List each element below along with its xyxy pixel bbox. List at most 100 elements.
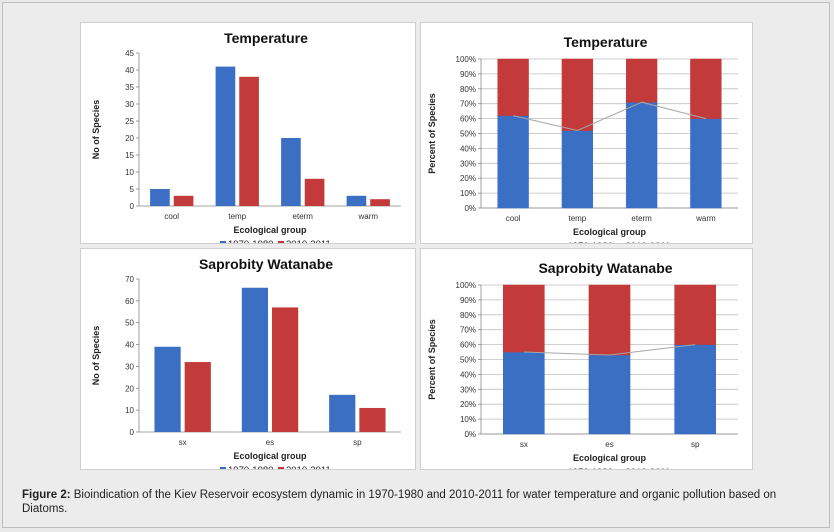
legend-label: 2010-2011: [286, 239, 331, 243]
x-tick-label: sp: [691, 440, 700, 449]
saprobity-percent-chart: Saprobity Watanabe 0% 10% 20% 30% 40% 50% 60% 70…: [427, 260, 738, 469]
legend-label: 1970-1980: [228, 239, 273, 243]
legend-swatch-2010-2011: [278, 467, 284, 469]
bar-cool-2010-2011: [173, 195, 194, 206]
bar-eterm-2010-2011: [625, 58, 658, 103]
x-tick-label: cool: [506, 214, 521, 223]
y-tick-label: 80%: [460, 85, 476, 94]
bar-eterm-1970-1980: [625, 101, 658, 209]
y-axis-label: No of Species: [91, 326, 101, 386]
series-connector-line: [513, 101, 706, 132]
y-tick-label: 0: [130, 202, 135, 211]
y-tick-label: 45: [125, 49, 134, 58]
y-tick-label: 5: [130, 185, 135, 194]
legend-label: 1970-1980: [228, 465, 273, 469]
x-tick-label: sp: [353, 438, 362, 447]
bar-sx-1970-1980: [154, 346, 181, 432]
y-tick-label: 50%: [460, 356, 476, 365]
bar-warm-2010-2011: [370, 199, 390, 206]
legend-label: 1970-1980: [568, 467, 613, 469]
y-tick-label: 0: [130, 428, 135, 437]
y-tick-label: 30%: [460, 159, 476, 168]
y-tick-label: 60: [125, 297, 134, 306]
y-tick-label: 40: [125, 341, 134, 350]
saprobity-count-chart: Saprobity Watanabe 0 10 20 30 40 50 60 70 No of S…: [91, 256, 401, 469]
y-tick-label: 30%: [460, 385, 476, 394]
x-tick-label: warm: [695, 214, 716, 223]
chart-title: Temperature: [224, 30, 308, 46]
bar-warm-2010-2011: [690, 58, 722, 119]
y-axis-label: Percent of Species: [427, 319, 437, 400]
bar-cool-1970-1980: [497, 115, 529, 209]
y-tick-label: 0%: [464, 430, 476, 439]
y-tick-label: 10: [125, 168, 134, 177]
chart-title: Saprobity Watanabe: [199, 256, 333, 272]
x-tick-label: es: [266, 438, 274, 447]
bar-sx-2010-2011: [184, 362, 211, 432]
bar-sp-1970-1980: [674, 344, 716, 435]
bar-es-2010-2011: [272, 307, 299, 432]
bar-sp-2010-2011: [359, 407, 386, 432]
bar-eterm-2010-2011: [304, 178, 325, 206]
y-tick-label: 20: [125, 134, 134, 143]
legend-label: 2010-2011: [286, 465, 331, 469]
x-axis-label: Ecological group: [233, 451, 307, 461]
x-tick-label: eterm: [293, 212, 314, 221]
temperature-percent-chart: Temperature 0% 10% 20% 30% 40% 50% 60% 70% 80% 90%…: [427, 34, 738, 243]
x-tick-label: temp: [228, 212, 246, 221]
y-axis-label: No of Species: [91, 100, 101, 160]
bar-temp-2010-2011: [239, 76, 259, 206]
x-tick-label: temp: [568, 214, 586, 223]
y-tick-label: 35: [125, 83, 134, 92]
x-tick-label: sx: [179, 438, 187, 447]
y-tick-label: 0%: [464, 204, 476, 213]
y-tick-label: 60%: [460, 115, 476, 124]
bar-cool-1970-1980: [150, 189, 170, 206]
bar-eterm-1970-1980: [281, 138, 301, 206]
y-tick-label: 40: [125, 66, 134, 75]
y-tick-label: 50%: [460, 130, 476, 139]
x-tick-label: sx: [520, 440, 528, 449]
y-tick-label: 10%: [460, 415, 476, 424]
caption-text: Bioindication of the Kiev Reservoir ecos…: [22, 489, 777, 515]
y-tick-label: 90%: [460, 296, 476, 305]
y-tick-label: 90%: [460, 70, 476, 79]
y-tick-label: 30: [125, 362, 134, 371]
y-tick-label: 20%: [460, 400, 476, 409]
figure-caption: Figure 2: Bioindication of the Kiev Rese…: [22, 488, 822, 516]
bar-es-1970-1980: [588, 354, 631, 435]
chart-title: Saprobity Watanabe: [538, 260, 672, 276]
legend-label: 2010-2011: [626, 241, 671, 243]
legend-swatch-1970-1980: [220, 467, 226, 469]
legend-label: 2010-2011: [626, 467, 671, 469]
x-tick-label: cool: [164, 212, 179, 221]
bar-es-2010-2011: [588, 284, 631, 356]
y-tick-label: 10: [125, 406, 134, 415]
chart-title: Temperature: [564, 34, 648, 50]
y-tick-label: 70: [125, 275, 134, 284]
bar-es-1970-1980: [241, 287, 268, 432]
y-tick-label: 50: [125, 319, 134, 328]
bar-temp-2010-2011: [561, 58, 594, 131]
y-tick-label: 30: [125, 100, 134, 109]
x-axis-label: Ecological group: [573, 227, 647, 237]
y-tick-label: 25: [125, 117, 134, 126]
chart-panel-temperature-percent: Temperature 0% 10% 20% 30% 40% 50% 60% 70% 80% 90%…: [420, 22, 753, 244]
chart-panel-temperature-count: Temperature 0 5 10 15 20 25 30 35 40 45 No of Speci…: [80, 22, 416, 244]
chart-panel-saprobity-percent: Saprobity Watanabe 0% 10% 20% 30% 40% 50% 60% 70…: [420, 248, 753, 470]
y-tick-label: 80%: [460, 311, 476, 320]
bar-cool-2010-2011: [497, 58, 529, 116]
y-tick-label: 40%: [460, 144, 476, 153]
y-tick-label: 15: [125, 151, 134, 160]
x-tick-label: es: [605, 440, 613, 449]
y-tick-label: 70%: [460, 100, 476, 109]
y-tick-label: 100%: [456, 55, 476, 64]
chart-panel-saprobity-count: Saprobity Watanabe 0 10 20 30 40 50 60 70 No of S…: [80, 248, 416, 470]
bar-sx-1970-1980: [503, 351, 545, 435]
bar-sp-1970-1980: [329, 394, 356, 432]
y-tick-label: 40%: [460, 370, 476, 379]
x-tick-label: eterm: [631, 214, 652, 223]
bar-sp-2010-2011: [674, 284, 716, 345]
y-tick-label: 10%: [460, 189, 476, 198]
x-tick-label: warm: [357, 212, 378, 221]
